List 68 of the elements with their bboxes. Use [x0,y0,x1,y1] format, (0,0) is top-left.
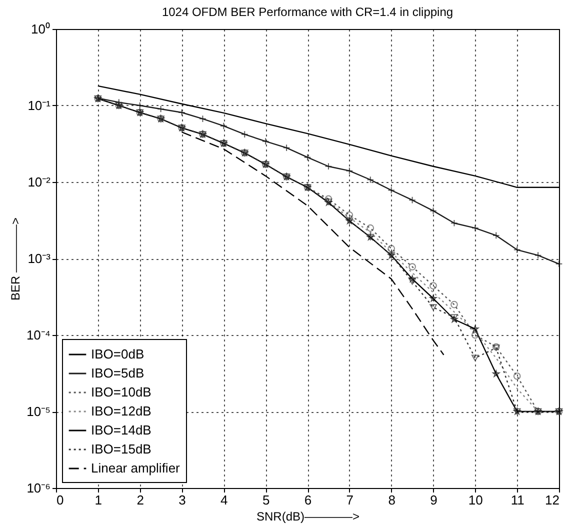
x-axis-title: SNR(dB)————> [256,510,360,524]
point [199,115,206,122]
point [472,354,479,362]
x-tick-label: 2 [136,492,144,508]
point [513,372,521,380]
point [534,252,542,259]
y-axis-title: BER ————> [8,217,22,301]
point [346,167,354,174]
point [408,196,416,204]
point [430,304,437,311]
point [366,224,374,232]
point [388,244,395,252]
point [430,294,437,302]
legend-label: IBO=15dB [91,442,152,456]
point [408,278,416,285]
point [472,325,479,332]
x-tick-label: 11 [510,492,524,508]
point [282,144,290,152]
point [492,370,500,377]
point [262,138,270,146]
point [324,195,332,203]
x-tick-label: 0 [56,492,64,508]
point [346,211,354,219]
point [408,275,416,282]
point [492,232,500,240]
point [472,224,479,232]
y-tick-label: 10⁻⁴ [26,328,50,342]
y-tick-label: 10⁻³ [28,251,52,266]
point [240,130,248,138]
legend-label: IBO=14dB [91,422,152,438]
point [157,105,164,113]
point [304,154,312,162]
point [450,219,458,227]
x-tick-label: 8 [388,492,396,508]
y-tick-label: 10⁻¹ [28,98,52,113]
point [472,331,479,339]
x-tick-label: 3 [178,492,186,508]
point [430,207,437,214]
legend-label: Linear amplifier [91,460,181,476]
x-tick-label: 1 [94,492,102,508]
x-tick-label: 5 [262,492,270,508]
chart-title: 1024 OFDM BER Performance with CR=1.4 in clipping [162,5,454,19]
y-tick-label: 10⁰ [31,22,50,36]
point [115,98,123,106]
point [324,162,332,170]
y-tick-label: 10⁻⁵ [26,404,50,419]
x-tick-label: 9 [430,492,438,508]
point [555,260,563,268]
legend-label: IBO=0dB [91,346,144,362]
point [450,300,458,308]
point [513,246,521,254]
point [408,263,416,270]
point [220,122,228,130]
point [430,282,437,290]
x-tick-label: 12 [545,492,560,508]
x-tick-label: 10 [468,492,483,508]
point [178,108,186,116]
x-tick-label: 4 [220,492,228,508]
legend-label: IBO=5dB [91,366,144,380]
legend-label: IBO=10dB [91,384,152,400]
legend-label: IBO=12dB [91,404,152,418]
x-tick-label: 7 [346,492,354,508]
y-tick-label: 10⁻² [28,174,52,190]
x-tick-label: 6 [304,492,312,508]
point [136,102,144,110]
point [388,186,395,194]
y-tick-label: 10⁻⁶ [26,480,50,496]
point [366,176,374,184]
